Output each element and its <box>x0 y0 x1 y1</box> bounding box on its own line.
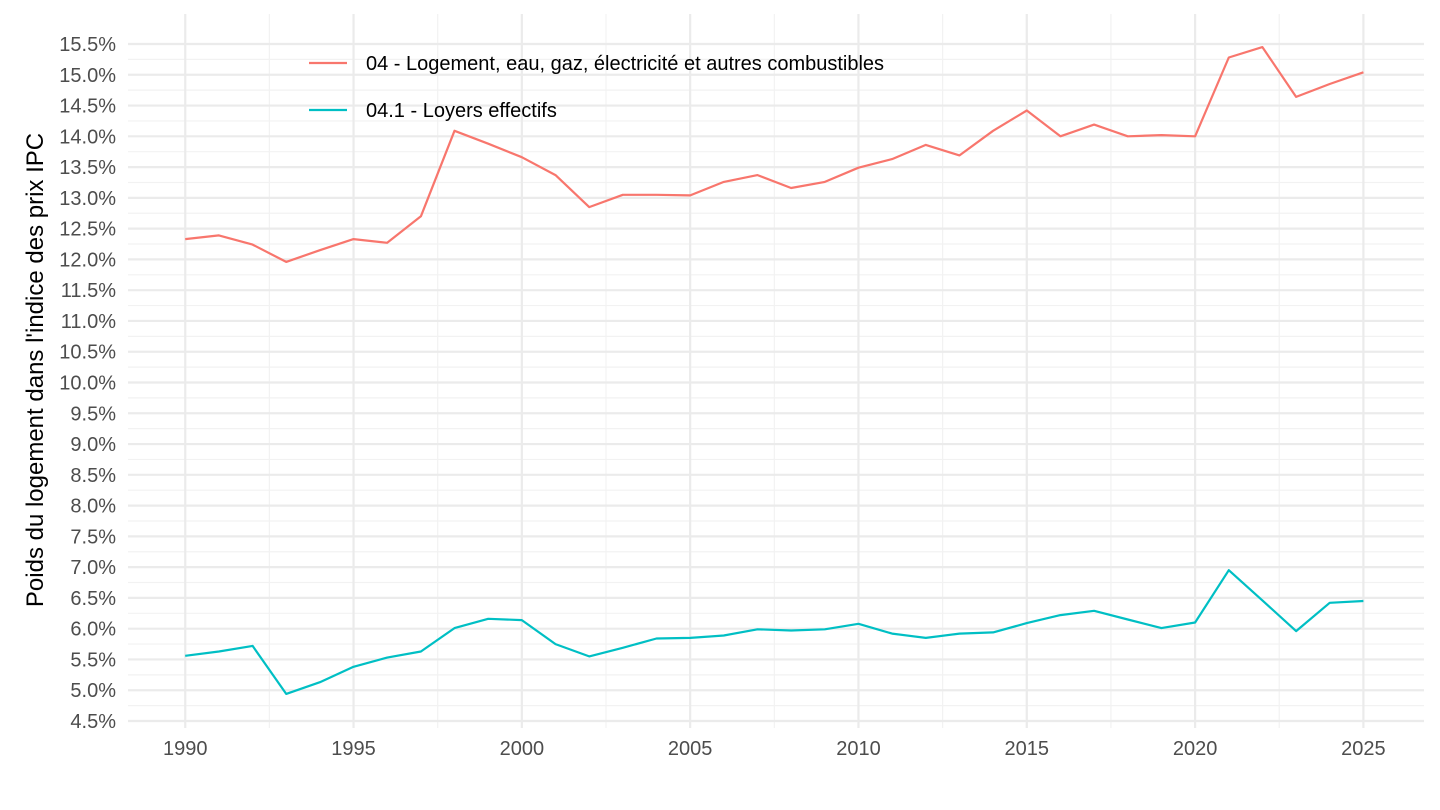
y-tick-label: 4.5% <box>70 711 116 733</box>
y-tick-label: 15.0% <box>59 65 116 87</box>
legend-label-2: 04.1 - Loyers effectifs <box>366 100 557 122</box>
y-tick-label: 12.0% <box>59 249 116 271</box>
y-tick-label: 11.0% <box>61 311 116 333</box>
x-tick-label: 2000 <box>500 738 545 760</box>
series-line-1 <box>185 45 1364 263</box>
y-tick-label: 13.5% <box>59 157 116 179</box>
x-axis-ticks: 1990 1995 2000 2005 2010 2015 2020 2025 <box>163 738 1386 760</box>
y-tick-label: 5.5% <box>70 649 116 671</box>
major-gridlines <box>128 14 1424 728</box>
x-tick-label: 1990 <box>163 738 208 760</box>
legend: 04 - Logement, eau, gaz, électricité et … <box>309 53 884 122</box>
x-tick-label: 2020 <box>1173 738 1218 760</box>
y-tick-label: 8.5% <box>70 465 116 487</box>
y-tick-label: 15.5% <box>59 34 116 56</box>
series-lines <box>185 45 1364 696</box>
minor-gridlines <box>128 14 1424 728</box>
y-tick-label: 7.5% <box>70 526 116 548</box>
x-tick-label: 2025 <box>1341 738 1386 760</box>
y-tick-label: 5.0% <box>70 680 116 702</box>
y-tick-label: 12.5% <box>59 219 116 241</box>
y-axis-ticks: 4.5% 5.0% 5.5% 6.0% 6.5% 7.0% 7.5% 8.0% 8.5% 9.0%… <box>59 34 116 733</box>
x-tick-label: 2010 <box>836 738 881 760</box>
y-tick-label: 10.0% <box>59 373 116 395</box>
y-tick-label: 9.0% <box>70 434 116 456</box>
y-tick-label: 10.5% <box>59 342 116 364</box>
y-axis-label: Poids du logement dans l'indice des prix… <box>22 133 49 607</box>
y-tick-label: 6.0% <box>70 619 116 641</box>
series-line-2 <box>185 569 1364 696</box>
x-tick-label: 1995 <box>331 738 376 760</box>
y-tick-label: 6.5% <box>70 588 116 610</box>
y-tick-label: 14.0% <box>59 126 116 148</box>
y-tick-label: 8.0% <box>70 496 116 518</box>
y-tick-label: 13.0% <box>59 188 116 210</box>
x-tick-label: 2015 <box>1005 738 1050 760</box>
legend-label-1: 04 - Logement, eau, gaz, électricité et … <box>366 53 884 75</box>
y-tick-label: 14.5% <box>59 96 116 118</box>
y-tick-label: 9.5% <box>70 403 116 425</box>
x-tick-label: 2005 <box>668 738 713 760</box>
y-tick-label: 11.5% <box>61 280 116 302</box>
y-tick-label: 7.0% <box>70 557 116 579</box>
